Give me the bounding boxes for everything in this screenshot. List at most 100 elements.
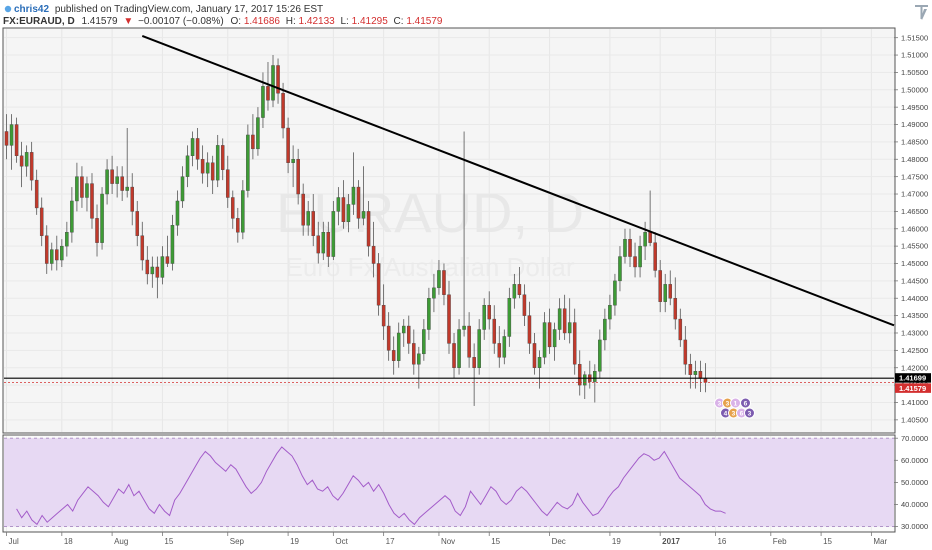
candle — [195, 128, 200, 170]
candle — [422, 319, 426, 361]
candle-body — [422, 329, 426, 355]
candle-body — [593, 371, 597, 382]
candle — [477, 319, 481, 375]
x-tick-label: Sep — [230, 537, 245, 546]
price-pane[interactable] — [2, 27, 896, 434]
candle — [296, 148, 300, 205]
y-tick-label: 1.41000 — [901, 398, 928, 407]
candle — [160, 246, 165, 285]
candle-body — [653, 242, 657, 271]
event-badge-label: 3 — [732, 410, 736, 417]
candle — [427, 287, 431, 340]
candle-body — [396, 332, 401, 361]
candle — [351, 152, 356, 215]
y-tick-label: 1.50000 — [901, 85, 928, 94]
candle-body — [326, 232, 331, 257]
candle — [246, 124, 250, 198]
candle-body — [80, 176, 84, 198]
candle — [562, 294, 567, 340]
x-tick-label: 19 — [612, 537, 621, 546]
candle — [598, 329, 602, 379]
candle-body — [316, 235, 321, 254]
candle-body — [583, 374, 587, 386]
candle — [291, 145, 295, 188]
candle — [572, 308, 577, 375]
candle — [633, 242, 637, 278]
candle-body — [502, 336, 507, 358]
candle — [44, 225, 49, 274]
candle — [120, 166, 124, 201]
candle — [407, 315, 411, 354]
candle-body — [251, 134, 255, 150]
candle — [417, 346, 421, 389]
event-badge-icon[interactable]: 3 — [743, 407, 755, 419]
rsi-tick-label: 40.0000 — [901, 500, 928, 509]
candle — [100, 187, 104, 250]
candle-body — [70, 200, 74, 233]
candle-body — [44, 235, 49, 264]
event-badges[interactable]: 3 3 1 64 3 6 3 — [713, 397, 755, 419]
x-tick-label: Nov — [441, 537, 455, 546]
candle-body — [231, 197, 235, 219]
y-tick-label: 1.45500 — [901, 242, 928, 251]
candle — [497, 326, 502, 368]
candle-body — [155, 266, 160, 278]
event-badge-label: 3 — [718, 400, 722, 407]
candle-body — [225, 169, 230, 198]
candle-body — [517, 284, 522, 295]
event-badge-label: 1 — [734, 400, 738, 407]
event-badge-icon[interactable]: 6 — [739, 397, 751, 409]
candle-body — [336, 197, 341, 212]
candle-body — [618, 256, 622, 282]
price-tag — [895, 383, 931, 393]
candle-body — [512, 284, 517, 299]
candle — [165, 235, 170, 267]
candle — [567, 298, 572, 344]
svg-text:FX:EURAUD, D 1.41579: FX:EURAUD, D 1.41579 ▼ −0.00107 (−0.08%)… — [3, 16, 443, 27]
candle-body — [135, 211, 140, 236]
candle — [386, 312, 391, 361]
candle — [266, 62, 270, 111]
candle — [482, 298, 486, 340]
event-badge-circle — [743, 407, 755, 419]
candle — [135, 200, 140, 247]
candle-body — [306, 211, 310, 226]
y-tick-label: 1.46000 — [901, 224, 928, 233]
candle — [371, 221, 376, 278]
candle — [55, 235, 59, 271]
candle-body — [542, 322, 547, 358]
candle-body — [507, 298, 512, 337]
event-badge-label: 6 — [744, 400, 748, 407]
candle-body — [447, 294, 451, 344]
rsi-axis[interactable]: 30.0000 40.0000 50.0000 60.0000 70.0000 — [894, 434, 928, 531]
candle-body — [60, 245, 64, 261]
event-badge-icon[interactable]: 1 — [729, 397, 741, 409]
y-tick-label: 1.45000 — [901, 259, 928, 268]
header-user[interactable]: chris42 — [14, 4, 49, 15]
candle — [210, 155, 215, 195]
candle-body — [351, 186, 356, 205]
candle — [557, 298, 562, 340]
candle-body — [140, 235, 145, 261]
candle — [271, 55, 275, 108]
candle — [542, 312, 547, 365]
event-badge-label: 3 — [726, 400, 730, 407]
y-tick-label: 1.51500 — [901, 33, 928, 42]
price-tag-label: 1.41699 — [899, 374, 926, 383]
candle — [522, 284, 527, 327]
rsi-line — [16, 446, 726, 526]
candle-body — [487, 304, 491, 320]
candle — [231, 190, 235, 229]
candle-body — [34, 179, 39, 209]
header-h-label: H: — [286, 16, 296, 27]
x-tick-label: Dec — [552, 537, 566, 546]
candle-body — [14, 124, 19, 157]
candle — [150, 256, 155, 288]
trendline[interactable] — [141, 35, 895, 327]
candle — [577, 350, 582, 396]
candle — [663, 273, 667, 313]
candle — [537, 350, 542, 389]
time-axis[interactable]: Jul 18 Aug 15 Sep 19 Oct 17 Nov 15 Dec 19 2017 16 Feb 1… — [4, 531, 894, 546]
candle-body — [100, 193, 104, 243]
price-axis[interactable]: 1.405001.410001.415001.420001.425001.430… — [894, 33, 931, 424]
